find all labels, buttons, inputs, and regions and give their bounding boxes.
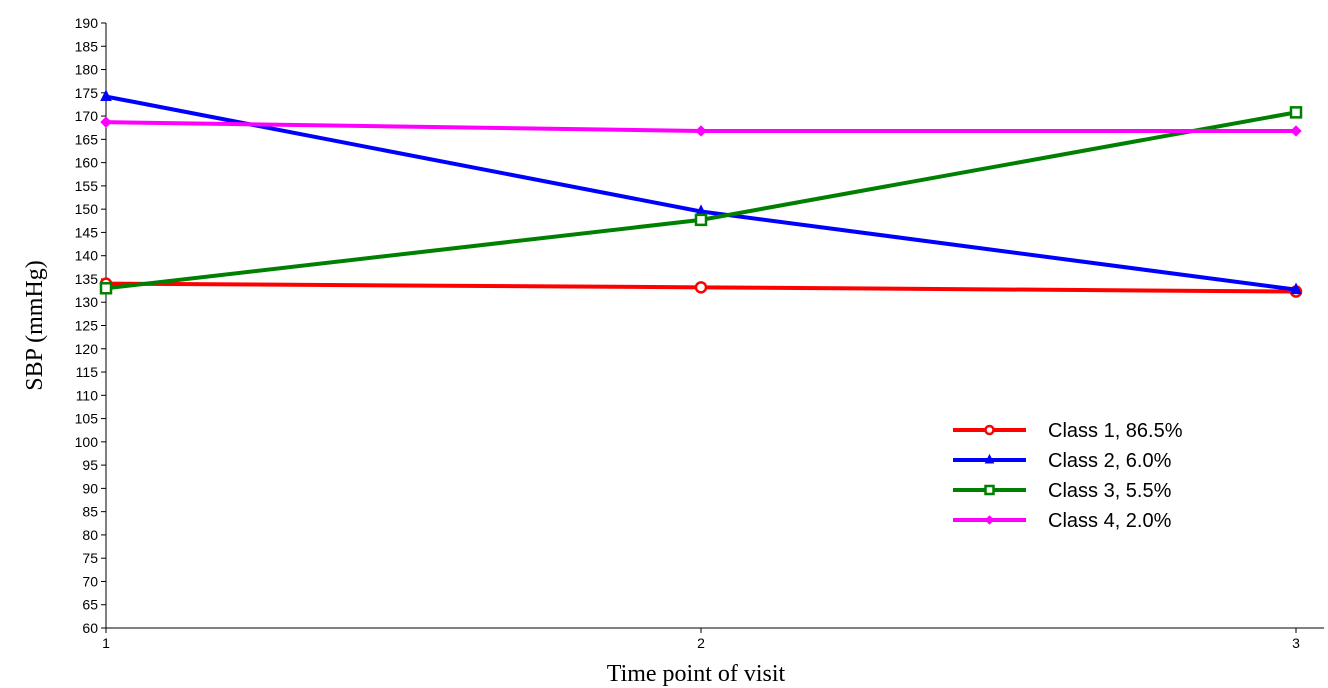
y-tick-label: 80: [82, 527, 98, 543]
y-tick-label: 175: [75, 85, 99, 101]
data-point: [100, 89, 112, 102]
y-tick-label: 85: [82, 504, 98, 520]
series-3: [99, 106, 1303, 295]
series-1: [99, 277, 1303, 298]
legend-swatch-marker: [984, 515, 995, 525]
x-tick-label: 1: [102, 635, 110, 651]
y-tick-label: 140: [75, 248, 99, 264]
x-tick-label: 2: [697, 635, 705, 651]
y-tick-label: 95: [82, 457, 98, 473]
y-tick-label: 105: [75, 411, 99, 427]
data-point: [694, 213, 708, 227]
y-tick-label: 130: [75, 294, 99, 310]
legend-label: Class 1, 86.5%: [1048, 420, 1183, 442]
x-axis-ticks: 1 2 3: [102, 628, 1300, 651]
data-point: [1290, 125, 1302, 137]
y-tick-label: 70: [82, 573, 98, 589]
y-tick-label: 115: [76, 364, 99, 380]
data-point: [694, 281, 708, 294]
y-axis-label: SBP (mmHg): [22, 260, 48, 390]
legend-label: Class 4, 2.0%: [1048, 510, 1172, 532]
y-tick-label: 100: [75, 434, 99, 450]
y-tick-label: 65: [82, 597, 98, 613]
y-tick-label: 110: [76, 387, 99, 403]
legend-item: Class 4, 2.0%: [953, 510, 1172, 532]
legend-item: Class 2, 6.0%: [953, 450, 1172, 472]
data-point: [100, 116, 112, 128]
y-tick-label: 150: [75, 201, 99, 217]
y-tick-label: 180: [75, 62, 99, 78]
y-tick-label: 120: [75, 341, 99, 357]
series-line-3: [105, 110, 1297, 291]
y-tick-label: 90: [82, 480, 98, 496]
series-2: [100, 89, 1302, 295]
legend-swatch-marker: [984, 484, 995, 496]
y-tick-label: 145: [75, 224, 99, 240]
legend-label: Class 3, 5.5%: [1048, 480, 1172, 502]
legend-label: Class 2, 6.0%: [1048, 450, 1172, 472]
legend: Class 1, 86.5% Class 2, 6.0% Class 3, 5.5%…: [953, 420, 1183, 532]
series-4: [100, 116, 1302, 137]
legend-swatch-marker: [984, 424, 995, 436]
x-tick-label: 3: [1292, 635, 1300, 651]
y-tick-label: 190: [75, 15, 99, 31]
series-group: [99, 89, 1303, 298]
y-tick-label: 185: [75, 38, 99, 54]
y-tick-label: 170: [75, 108, 99, 124]
data-point: [695, 125, 707, 137]
y-tick-label: 135: [75, 271, 99, 287]
y-tick-label: 125: [75, 318, 99, 334]
y-tick-label: 165: [75, 131, 99, 147]
y-tick-label: 155: [75, 178, 99, 194]
y-tick-label: 75: [82, 550, 98, 566]
data-point: [1289, 106, 1303, 119]
legend-swatch-marker: [984, 453, 995, 464]
legend-item: Class 1, 86.5%: [953, 420, 1183, 442]
y-tick-label: 60: [82, 620, 98, 636]
data-point: [1290, 282, 1302, 295]
legend-item: Class 3, 5.5%: [953, 480, 1172, 502]
y-tick-label: 160: [75, 155, 99, 171]
data-point: [99, 282, 113, 295]
axes: 60 65 70 75 80 85 90 95 100 105 110 115 120 125 130 135…: [75, 15, 1324, 651]
y-axis-ticks: 60 65 70 75 80 85 90 95 100 105 110 115 120 125 130 135…: [75, 15, 106, 636]
x-axis-label: Time point of visit: [607, 661, 786, 687]
